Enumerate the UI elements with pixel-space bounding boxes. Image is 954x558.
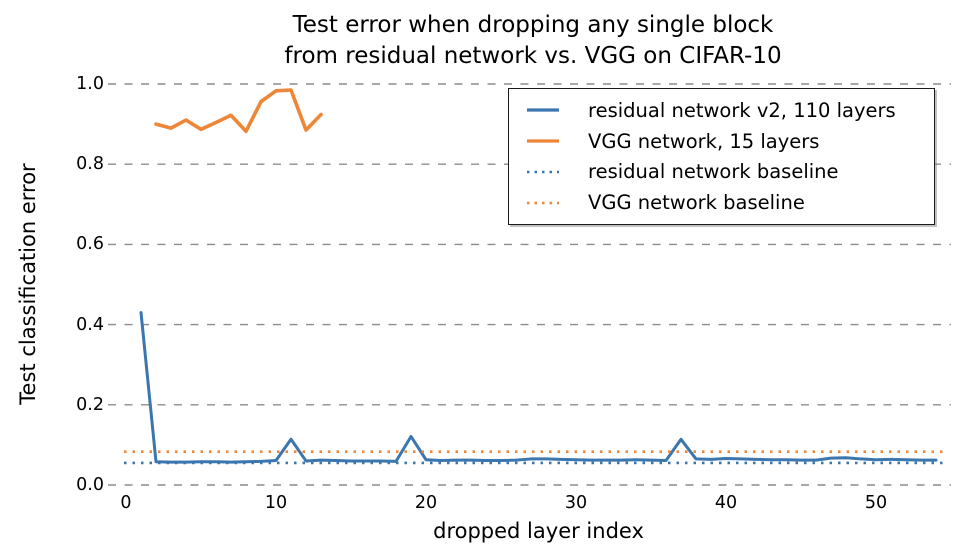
legend-item-label: VGG network baseline [588, 191, 805, 215]
x-tick-label: 30 [564, 493, 588, 513]
legend-item: VGG network, 15 layers [509, 126, 934, 156]
legend-line-sample [527, 108, 559, 112]
x-tick-label: 10 [264, 493, 288, 513]
chart-title: Test error when dropping any single bloc… [284, 12, 782, 69]
legend-item-label: residual network v2, 110 layers [588, 98, 896, 122]
series-residual-line [139, 311, 938, 464]
y-tick-label: 0.8 [76, 154, 104, 175]
x-tick-label: 0 [120, 493, 132, 513]
legend: residual network v2, 110 layers VGG netwo… [508, 88, 935, 225]
legend-item: VGG network baseline [509, 188, 934, 218]
y-tick-label: 0.4 [76, 314, 104, 335]
x-tick-label: 50 [864, 493, 888, 513]
y-tick-label: 1.0 [76, 74, 104, 94]
legend-line-sample [527, 139, 559, 143]
y-tick-label: 0.0 [76, 475, 104, 495]
legend-item-label: VGG network, 15 layers [588, 129, 820, 153]
legend-item-label: residual network baseline [588, 160, 839, 184]
y-tick-label: 0.2 [76, 394, 104, 415]
y-tick-label: 0.6 [76, 234, 104, 255]
x-tick-label: 20 [414, 493, 438, 513]
legend-item: residual network v2, 110 layers [509, 95, 934, 125]
x-tick-label: 40 [714, 493, 738, 513]
x-axis-label: dropped layer index [433, 519, 644, 543]
legend-item: residual network baseline [509, 157, 934, 187]
legend-dotted-line-sample [527, 201, 559, 204]
legend-dotted-line-sample [527, 170, 559, 174]
y-axis-label: Test classification error [16, 163, 40, 405]
series-vgg-line [154, 88, 323, 134]
